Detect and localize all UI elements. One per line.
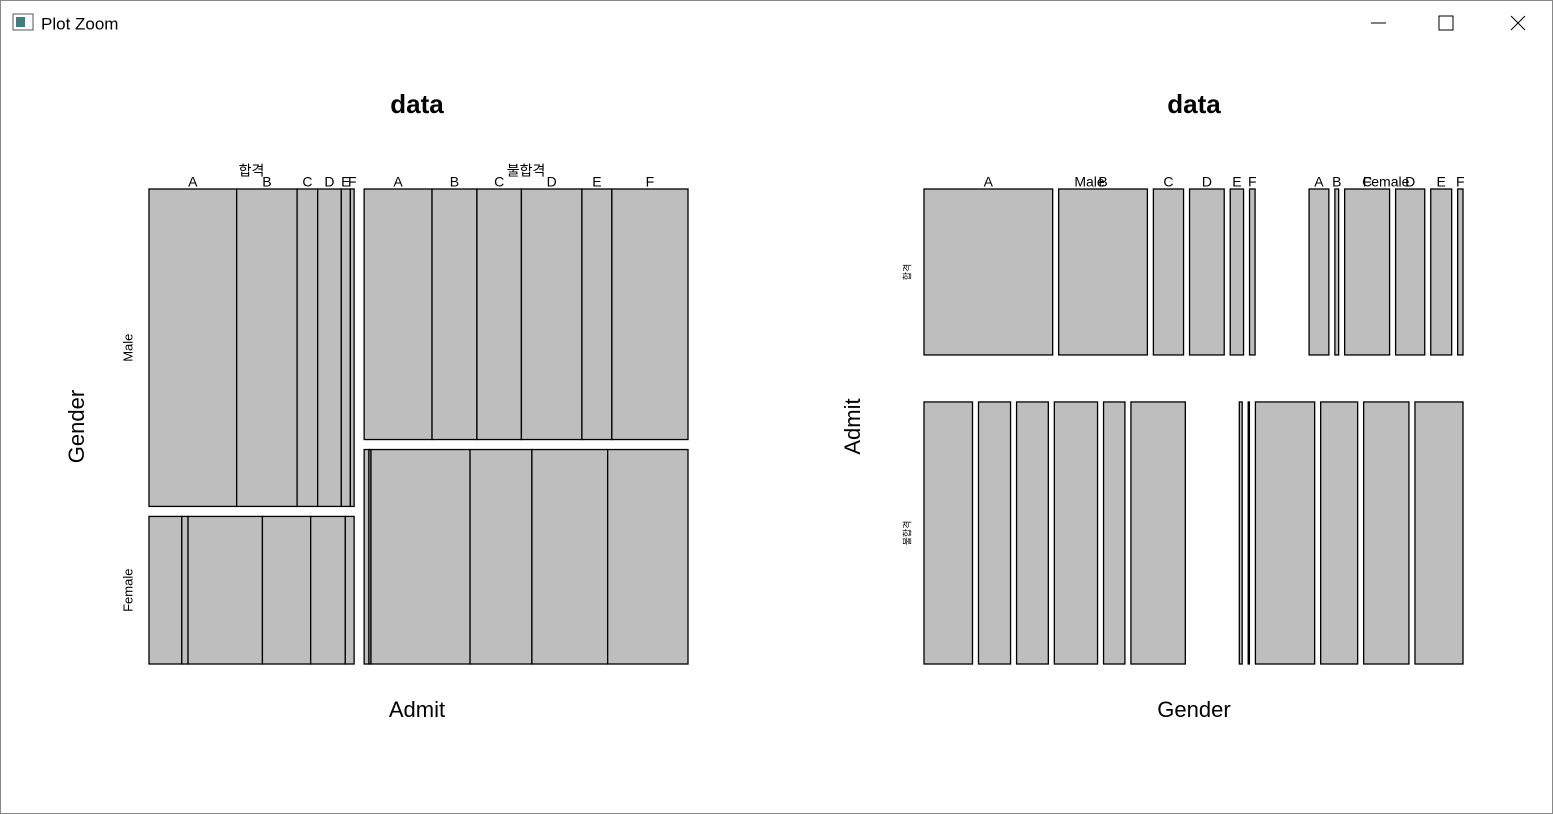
- mosaic-cell: [1152, 188, 1185, 356]
- close-button[interactable]: [1510, 15, 1526, 31]
- level-label: Male: [120, 334, 135, 362]
- level-label: F: [1456, 174, 1465, 190]
- mosaic-cell: [1229, 188, 1245, 356]
- app-icon-graphic: [16, 17, 25, 27]
- level-label: 합격: [901, 264, 912, 281]
- mosaic-cell: [1248, 188, 1256, 356]
- level-label: E: [592, 174, 601, 190]
- mosaic-cell: [1058, 188, 1149, 356]
- level-label: B: [1098, 174, 1107, 190]
- mosaic-cell: [1188, 188, 1225, 356]
- mosaic-cell: [1344, 188, 1391, 356]
- mosaic-cell: [344, 515, 355, 665]
- mosaic-cell: [181, 515, 189, 665]
- mosaic-cell: [363, 188, 433, 441]
- level-label: Female: [120, 569, 135, 612]
- mosaic-cell: [310, 515, 346, 665]
- mosaic-cell: [1247, 401, 1251, 665]
- level-label: D: [324, 174, 334, 190]
- chart-title: data: [1167, 89, 1221, 119]
- level-label: E: [341, 174, 350, 190]
- mosaic-cell: [296, 188, 319, 508]
- mosaic-cell: [1362, 401, 1410, 665]
- mosaic-cell: [1238, 401, 1243, 665]
- level-label: F: [348, 174, 357, 190]
- level-label: A: [1314, 174, 1324, 190]
- mosaic-cell: [1430, 188, 1453, 356]
- mosaic-cell: [187, 515, 264, 665]
- x-axis-label: Admit: [389, 697, 445, 722]
- mosaic-cell: [1130, 401, 1186, 665]
- mosaic-cell: [531, 448, 609, 665]
- mosaic-cell: [1457, 188, 1464, 356]
- level-label: D: [1405, 174, 1415, 190]
- mosaic-cell: [469, 448, 533, 665]
- level-label: C: [1362, 174, 1372, 190]
- level-label: C: [494, 174, 504, 190]
- level-label: A: [984, 174, 994, 190]
- level-label: 불합격: [507, 163, 546, 179]
- mosaic-cell: [431, 188, 478, 441]
- level-label: A: [393, 174, 403, 190]
- mosaic-cell: [1320, 401, 1359, 665]
- level-label: C: [302, 174, 312, 190]
- mosaic-cell: [1053, 401, 1099, 665]
- mosaic-cell: [581, 188, 613, 441]
- level-label: C: [1163, 174, 1173, 190]
- level-label: A: [188, 174, 198, 190]
- x-axis-label: Gender: [1157, 697, 1230, 722]
- window-title: Plot Zoom: [41, 14, 118, 33]
- mosaic-cell: [148, 515, 183, 665]
- mosaic-cell: [340, 188, 352, 508]
- y-axis-label: Admit: [840, 398, 865, 454]
- y-axis-label: Gender: [64, 390, 89, 463]
- mosaic-cell: [977, 401, 1012, 665]
- mosaic-cell: [1334, 188, 1340, 356]
- mosaic-cell: [236, 188, 298, 508]
- mosaic-cell: [261, 515, 312, 665]
- mosaic-cell: [1254, 401, 1316, 665]
- level-label: Male: [1074, 174, 1105, 190]
- level-label: E: [1437, 174, 1446, 190]
- level-label: D: [1202, 174, 1212, 190]
- chart-title: data: [390, 89, 444, 119]
- mosaic-cell: [148, 188, 238, 508]
- level-label: D: [547, 174, 557, 190]
- mosaic-cell: [520, 188, 583, 441]
- level-label: Female: [1363, 174, 1410, 190]
- level-label: E: [1232, 174, 1241, 190]
- level-label: B: [262, 174, 271, 190]
- mosaic-cell: [476, 188, 523, 441]
- mosaic-cell: [611, 188, 689, 441]
- level-label: 불합격: [901, 521, 912, 546]
- mosaic-cell: [370, 448, 471, 665]
- mosaic-cell: [1394, 188, 1426, 356]
- mosaic-cell: [923, 188, 1054, 356]
- mosaic-cell: [1414, 401, 1464, 665]
- mosaic-cell: [317, 188, 342, 508]
- level-label: B: [1332, 174, 1341, 190]
- mosaic-cell: [1308, 188, 1330, 356]
- mosaic-cell: [1102, 401, 1126, 665]
- level-label: B: [450, 174, 459, 190]
- mosaic-cell: [607, 448, 689, 665]
- mosaic-cell: [349, 188, 355, 508]
- level-label: 합격: [239, 163, 265, 179]
- maximize-button[interactable]: [1438, 15, 1454, 31]
- mosaic-cell: [923, 401, 974, 665]
- level-label: F: [646, 174, 655, 190]
- mosaic-cell: [363, 448, 370, 665]
- mosaic-cell: [1015, 401, 1049, 665]
- level-label: F: [1248, 174, 1257, 190]
